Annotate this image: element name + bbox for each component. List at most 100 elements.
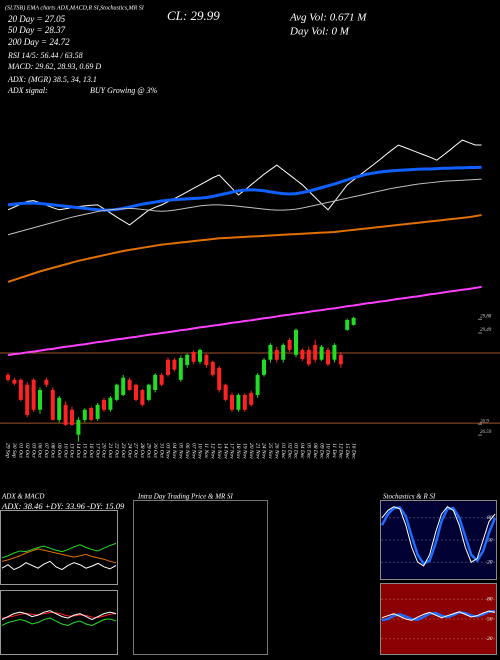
- candle-body: [127, 379, 132, 391]
- x-tick-label: 15 Dec: [344, 443, 350, 459]
- x-tick-label: 30 Oct: [152, 442, 158, 458]
- candle-body: [338, 354, 343, 365]
- x-tick-label: 24 Nov: [261, 443, 268, 459]
- x-tick-label: 21 Nov: [254, 443, 260, 459]
- x-tick-label: 03 Oct: [30, 443, 36, 458]
- candle-body: [326, 349, 330, 365]
- x-tick-label: 01 Oct: [18, 443, 24, 458]
- candle-body: [210, 361, 215, 375]
- candle-body: [242, 394, 247, 410]
- x-tick-label: 25 Nov: [267, 443, 273, 459]
- candle-body: [57, 397, 62, 420]
- candle-body: [300, 349, 305, 360]
- candle-body: [217, 367, 222, 391]
- candle-body: [70, 409, 74, 425]
- candle-body: [178, 357, 183, 380]
- x-tick-label: 29 Oct: [146, 443, 152, 458]
- candle-body: [38, 390, 42, 410]
- candle-body: [204, 354, 209, 366]
- x-tick-label: 02 Dec: [286, 443, 292, 459]
- x-tick-label: 17 Nov: [229, 443, 235, 459]
- candle-body: [76, 419, 81, 435]
- indicator-line: [1, 617, 117, 626]
- indicator-line: [381, 506, 496, 567]
- x-tick-label: 14 Nov: [222, 443, 229, 459]
- x-tick-label: 14 Oct: [75, 443, 82, 458]
- y-tick-label: 29.88: [480, 314, 492, 319]
- candle-body: [134, 384, 138, 400]
- x-tick-label: 31 Oct: [158, 442, 164, 458]
- y-tick-label: 20: [487, 636, 493, 642]
- annotation: MACD: 29.62, 28.93, 0.69 D: [7, 62, 101, 71]
- ma-line: [7, 165, 482, 212]
- indicator-line: [381, 610, 496, 621]
- indicator-line: [1, 560, 117, 571]
- y-tick-label: 20: [487, 559, 493, 565]
- panel: [0, 510, 118, 585]
- x-tick-label: 29 Sep: [5, 443, 11, 458]
- x-tick-label: 06 Nov: [184, 443, 190, 459]
- candle-body: [121, 377, 126, 395]
- x-tick-label: 30 Sep: [11, 442, 17, 458]
- ma-line: [7, 214, 482, 283]
- candle-body: [95, 404, 100, 419]
- x-tick-label: 10 Dec: [325, 443, 331, 459]
- x-tick-label: 05 Dec: [306, 443, 312, 459]
- ma-line: [7, 285, 482, 357]
- x-tick-label: 18 Nov: [235, 443, 241, 459]
- candle-body: [306, 349, 311, 365]
- x-tick-label: 03 Nov: [165, 443, 171, 459]
- candle-body: [249, 392, 254, 405]
- indicator-line: [1, 548, 117, 564]
- x-tick-label: 13 Oct: [69, 443, 75, 458]
- x-tick-label: 16 Dec: [350, 443, 356, 459]
- candle-body: [191, 352, 196, 362]
- candle-body: [223, 384, 228, 400]
- panel-subtitle: ADX: 38.46 +DY: 33.96 -DY: 15.09: [1, 501, 125, 511]
- y-tick-label: 50: [487, 616, 493, 622]
- annotation: BUY Growing @ 3%: [90, 86, 158, 95]
- y-tick-label: 29.49: [480, 328, 492, 333]
- candle-body: [44, 379, 49, 385]
- x-tick-label: 17 Oct: [94, 443, 100, 458]
- x-tick-label: 26 Nov: [274, 443, 280, 459]
- candle-body: [268, 344, 273, 360]
- candle-body: [313, 344, 318, 360]
- y-tick-label: 80: [487, 515, 493, 521]
- candle-body: [102, 399, 106, 410]
- candle-body: [12, 379, 17, 384]
- panel: [380, 583, 497, 655]
- x-tick-label: 20 Nov: [248, 443, 254, 459]
- annotation: CL: 29.99: [167, 8, 220, 23]
- x-tick-label: 07 Nov: [190, 443, 196, 459]
- x-tick-label: 21 Oct: [107, 443, 113, 458]
- x-tick-label: 13 Nov: [216, 443, 222, 459]
- annotation: ADX signal:: [7, 86, 48, 95]
- candle-body: [198, 349, 202, 362]
- candle-body: [114, 384, 119, 400]
- candle-body: [255, 374, 260, 395]
- candle-body: [50, 390, 55, 420]
- panel-title: ADX & MACD: [1, 493, 44, 501]
- x-tick-label: 27 Oct: [133, 443, 139, 458]
- x-tick-label: 08 Dec: [312, 443, 318, 459]
- annotation: Avg Vol: 0.671 M: [289, 12, 367, 24]
- annotation: Day Vol: 0 M: [289, 26, 350, 38]
- indicator-line: [1, 610, 117, 621]
- x-tick-label: 10 Nov: [197, 443, 203, 459]
- x-tick-label: 08 Oct: [50, 443, 56, 458]
- candle-body: [153, 374, 158, 391]
- x-tick-label: 05 Nov: [178, 443, 184, 459]
- annotation: ADX: (MGR) 38.5, 34, 13.1: [7, 75, 97, 84]
- candle-body: [294, 329, 298, 355]
- candle-body: [31, 379, 36, 410]
- x-tick-label: 12 Dec: [338, 443, 344, 459]
- panel: [380, 500, 497, 580]
- candle-body: [332, 344, 337, 360]
- candle-body: [6, 374, 10, 380]
- x-tick-label: 11 Nov: [203, 443, 209, 459]
- panel: [133, 500, 268, 655]
- candle-body: [319, 346, 324, 360]
- indicator-line: [1, 542, 117, 559]
- x-tick-label: 22 Oct: [114, 443, 120, 458]
